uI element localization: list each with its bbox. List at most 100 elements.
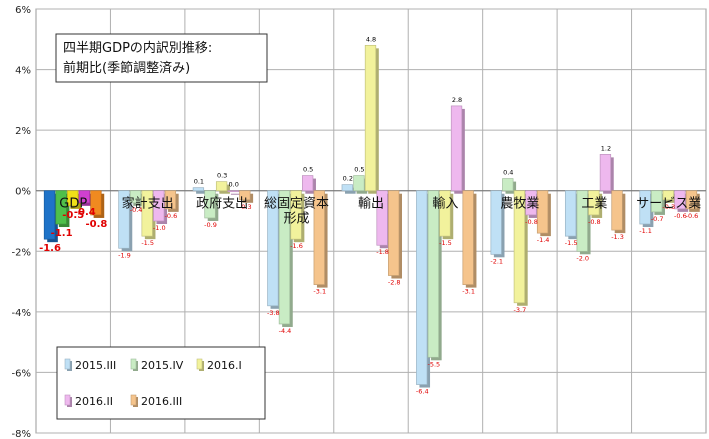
data-label: -1.4 <box>537 236 550 244</box>
data-label: 0.1 <box>194 178 204 186</box>
data-label: 0.2 <box>343 175 353 183</box>
bar <box>388 190 400 276</box>
data-label: -5.5 <box>428 360 441 368</box>
bar <box>353 175 365 192</box>
bar <box>141 190 153 237</box>
data-label: -2.8 <box>388 279 401 287</box>
data-label: -3.7 <box>514 306 527 314</box>
category-label: 形成 <box>284 212 310 227</box>
chart-title-line: 前期比(季節調整済み) <box>63 60 190 76</box>
bar <box>78 190 90 204</box>
bar <box>536 190 549 234</box>
data-label: -1.9 <box>118 251 131 259</box>
legend-swatch <box>130 358 137 370</box>
bar <box>439 190 451 237</box>
legend-box <box>56 346 266 420</box>
bar <box>513 190 526 304</box>
y-tick-label: -4% <box>12 308 31 319</box>
data-label: 1.2 <box>601 144 611 152</box>
data-label: -1.0 <box>153 224 166 232</box>
data-label: -4.4 <box>279 327 292 335</box>
data-label: 0.4 <box>503 169 513 177</box>
bar <box>674 190 686 210</box>
data-label: -0.5 <box>62 210 84 221</box>
data-label: -1.5 <box>565 239 578 247</box>
bar <box>118 190 130 249</box>
category-label: 家計支出 <box>122 196 174 212</box>
data-label: -2.0 <box>576 254 589 262</box>
bar <box>462 190 474 285</box>
data-label: -1.6 <box>290 242 303 250</box>
legend-label: 2016.II <box>75 395 113 408</box>
bar <box>215 181 228 192</box>
bar <box>90 190 102 216</box>
data-label: 2.8 <box>452 96 462 104</box>
data-label: -0.4 <box>74 207 96 218</box>
bar <box>364 44 377 192</box>
bar <box>129 190 142 204</box>
legend-swatch <box>130 394 137 406</box>
bar <box>290 190 302 240</box>
bar <box>55 190 67 225</box>
data-label: 4.8 <box>366 35 376 43</box>
bar <box>685 190 698 210</box>
y-tick-label: 6% <box>15 5 31 16</box>
data-label: -1.1 <box>51 228 73 239</box>
bar <box>525 190 537 216</box>
legend-label: 2016.III <box>141 395 182 408</box>
bar <box>639 190 651 225</box>
bar <box>588 190 600 216</box>
bar <box>67 190 79 207</box>
bar-shadow <box>196 190 207 194</box>
category-label: サービス業 <box>636 196 701 212</box>
chart-title-line: 四半期GDPの内訳別推移: <box>63 40 212 56</box>
data-label: -0.3 <box>239 203 252 211</box>
legend-label: 2015.IV <box>141 359 184 372</box>
data-label: -1.8 <box>376 248 389 256</box>
data-label: -0.3 <box>662 203 675 211</box>
data-label: -0.8 <box>85 219 107 230</box>
data-label: -0.9 <box>204 221 217 229</box>
data-label: -6.4 <box>416 388 429 396</box>
data-label: -1.3 <box>611 233 624 241</box>
bar <box>302 175 314 192</box>
legend-label: 2015.III <box>75 359 116 372</box>
title-box <box>55 33 268 83</box>
bar <box>502 178 514 192</box>
bar <box>43 190 56 240</box>
bar <box>564 190 577 237</box>
bar <box>651 190 663 213</box>
y-tick-label: 0% <box>15 187 31 198</box>
category-label: 輸出 <box>358 197 384 212</box>
legend-swatch <box>196 358 203 370</box>
data-label: -1.5 <box>141 239 154 247</box>
data-label: 0.0 <box>229 181 239 189</box>
data-label: -0.4 <box>130 206 143 214</box>
bar <box>164 190 177 210</box>
y-tick-label: -2% <box>12 247 31 258</box>
bar <box>490 190 502 255</box>
bar <box>192 187 205 192</box>
data-label: -1.5 <box>439 239 452 247</box>
category-label: 工業 <box>581 196 607 212</box>
data-label: -2.1 <box>490 257 503 265</box>
bar <box>227 190 239 193</box>
bar <box>450 105 463 192</box>
bar <box>267 190 279 307</box>
data-label: -0.7 <box>651 215 664 223</box>
bar <box>662 190 674 201</box>
bar <box>313 190 325 285</box>
data-label: -0.6 <box>686 212 699 220</box>
bar <box>204 190 216 219</box>
legend-label: 2016.I <box>207 359 242 372</box>
data-label: -3.1 <box>462 288 475 296</box>
y-tick-label: -8% <box>12 429 31 439</box>
bar <box>341 184 353 192</box>
bar <box>599 154 612 192</box>
category-label: 農牧業 <box>500 196 539 212</box>
y-tick-label: -6% <box>12 368 31 379</box>
bar-shadow <box>230 193 242 195</box>
data-label: -0.6 <box>165 212 178 220</box>
